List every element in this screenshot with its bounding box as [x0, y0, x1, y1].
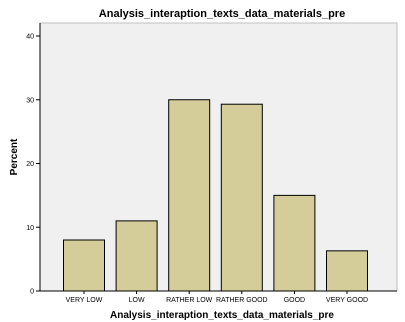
bar	[115, 220, 158, 292]
bar	[326, 250, 368, 292]
y-axis-title: Percent	[9, 138, 20, 175]
bar	[63, 239, 105, 292]
y-axis: 0 10 20 30 40	[26, 23, 41, 296]
y-tick-label: 40	[26, 34, 34, 41]
bar	[220, 103, 263, 292]
x-tick-label: VERY GOOD	[326, 297, 368, 304]
x-axis-title: Analysis_interaption_texts_data_material…	[110, 310, 334, 321]
x-tick-label: VERY LOW	[66, 297, 103, 304]
y-tick-label: 10	[26, 225, 34, 232]
chart-title: Analysis_interaption_texts_data_material…	[99, 8, 345, 20]
x-axis: VERY LOW LOW RATHER LOW RATHER GOOD GOOD VERY…	[40, 290, 397, 304]
bars	[63, 99, 368, 292]
x-tick-label: RATHER LOW	[166, 297, 213, 304]
y-tick-label: 0	[30, 289, 34, 296]
x-tick-label: RATHER GOOD	[216, 297, 268, 304]
bar	[273, 194, 316, 292]
y-tick-label: 20	[26, 161, 34, 168]
x-tick-label: LOW	[129, 297, 145, 304]
x-tick-label: GOOD	[284, 297, 305, 304]
y-tick-label: 30	[26, 97, 34, 104]
bar	[168, 99, 211, 292]
